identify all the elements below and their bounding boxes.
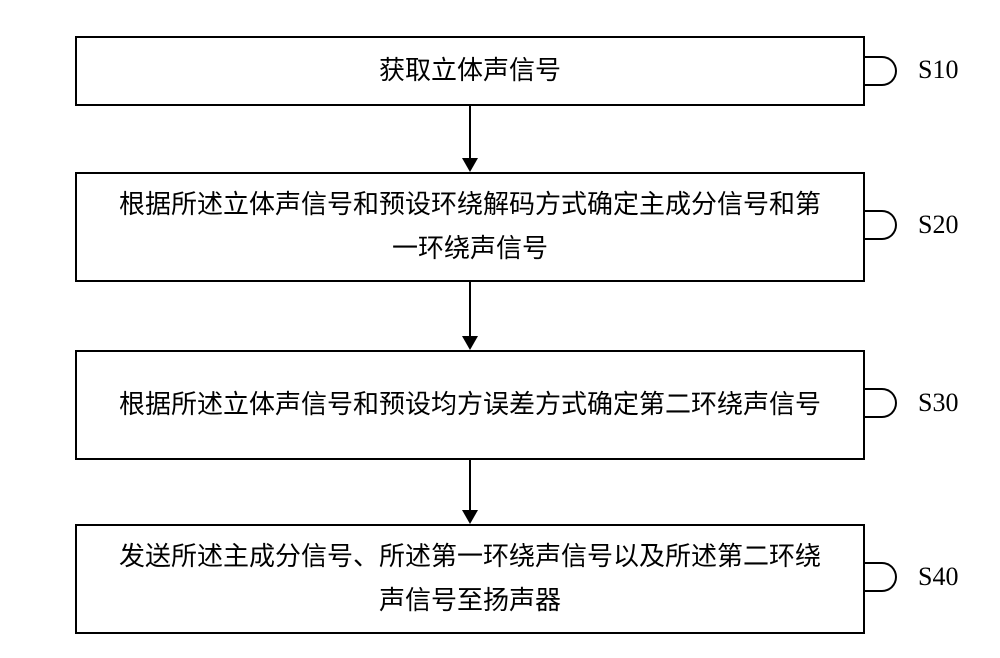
arrow-s20-s30 [470,282,471,350]
node-s20: 根据所述立体声信号和预设环绕解码方式确定主成分信号和第一环绕声信号 [75,172,865,282]
node-s30-label: S30 [918,388,958,418]
node-s10-text: 获取立体声信号 [379,49,561,93]
node-s20-text: 根据所述立体声信号和预设环绕解码方式确定主成分信号和第一环绕声信号 [107,183,833,271]
node-s40-label: S40 [918,562,958,592]
node-s30: 根据所述立体声信号和预设均方误差方式确定第二环绕声信号 [75,350,865,460]
node-s40-connector [865,562,897,592]
node-s30-connector [865,388,897,418]
node-s10-connector [865,56,897,86]
arrow-s30-s40 [470,460,471,524]
node-s40: 发送所述主成分信号、所述第一环绕声信号以及所述第二环绕声信号至扬声器 [75,524,865,634]
node-s30-text: 根据所述立体声信号和预设均方误差方式确定第二环绕声信号 [119,383,821,427]
node-s20-label: S20 [918,210,958,240]
arrow-s10-s20 [470,106,471,172]
node-s20-connector [865,210,897,240]
flowchart-canvas: 获取立体声信号 S10 根据所述立体声信号和预设环绕解码方式确定主成分信号和第一… [0,0,1000,658]
node-s40-text: 发送所述主成分信号、所述第一环绕声信号以及所述第二环绕声信号至扬声器 [107,535,833,623]
node-s10-label: S10 [918,55,958,85]
node-s10: 获取立体声信号 [75,36,865,106]
